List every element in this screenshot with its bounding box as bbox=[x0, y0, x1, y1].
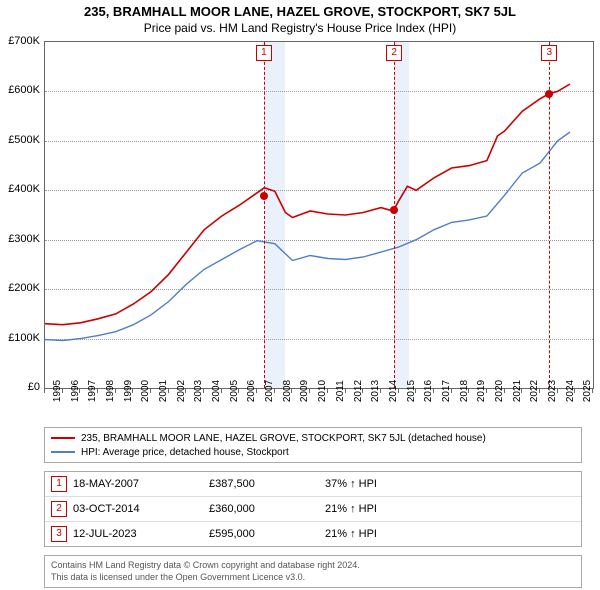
sale-marker bbox=[545, 90, 553, 98]
sale-row: 3 12-JUL-2023 £595,000 21% ↑ HPI bbox=[45, 521, 581, 546]
sale-index: 1 bbox=[51, 476, 67, 492]
x-tick-label: 2000 bbox=[132, 380, 151, 402]
legend-swatch bbox=[51, 451, 75, 453]
callout-marker: 1 bbox=[256, 45, 272, 61]
x-tick-label: 2026 bbox=[592, 380, 600, 402]
x-axis: 1995199619971998199920002001200220032004… bbox=[44, 389, 594, 411]
chart: 1 2 3 199519961997199819992000200120022003… bbox=[44, 41, 594, 411]
x-tick-label: 2003 bbox=[185, 380, 204, 402]
y-tick-label: £400K bbox=[8, 183, 44, 195]
legend-item: 235, BRAMHALL MOOR LANE, HAZEL GROVE, ST… bbox=[51, 431, 575, 445]
y-tick-label: £0 bbox=[28, 381, 44, 393]
callout-marker: 3 bbox=[541, 45, 557, 61]
x-tick-label: 2020 bbox=[486, 380, 505, 402]
legend-label: HPI: Average price, detached house, Stoc… bbox=[81, 447, 289, 458]
sale-vs-hpi: 37% ↑ HPI bbox=[325, 478, 575, 490]
sale-marker bbox=[390, 206, 398, 214]
x-tick-label: 2013 bbox=[362, 380, 381, 402]
y-tick-label: £200K bbox=[8, 282, 44, 294]
sale-vs-hpi: 21% ↑ HPI bbox=[325, 503, 575, 515]
x-tick-label: 2024 bbox=[557, 380, 576, 402]
x-tick-label: 1995 bbox=[44, 380, 63, 402]
attribution: Contains HM Land Registry data © Crown c… bbox=[44, 555, 582, 588]
sale-date: 03-OCT-2014 bbox=[73, 503, 203, 515]
x-tick-label: 2019 bbox=[468, 380, 487, 402]
x-tick-label: 1996 bbox=[62, 380, 81, 402]
y-tick-label: £500K bbox=[8, 134, 44, 146]
sale-row: 2 03-OCT-2014 £360,000 21% ↑ HPI bbox=[45, 496, 581, 521]
sale-index: 2 bbox=[51, 501, 67, 517]
chart-container: 235, BRAMHALL MOOR LANE, HAZEL GROVE, ST… bbox=[0, 0, 600, 590]
x-tick-label: 2009 bbox=[291, 380, 310, 402]
y-tick-label: £100K bbox=[8, 332, 44, 344]
title-main: 235, BRAMHALL MOOR LANE, HAZEL GROVE, ST… bbox=[0, 4, 600, 19]
callout-marker: 2 bbox=[386, 45, 402, 61]
sale-price: £595,000 bbox=[209, 528, 319, 540]
x-tick-label: 2015 bbox=[398, 380, 417, 402]
x-tick-label: 2016 bbox=[415, 380, 434, 402]
sale-marker bbox=[260, 192, 268, 200]
x-tick-label: 2010 bbox=[309, 380, 328, 402]
y-tick-label: £300K bbox=[8, 233, 44, 245]
line-canvas bbox=[45, 42, 593, 388]
sale-price: £360,000 bbox=[209, 503, 319, 515]
sale-date: 18-MAY-2007 bbox=[73, 478, 203, 490]
legend-label: 235, BRAMHALL MOOR LANE, HAZEL GROVE, ST… bbox=[81, 433, 486, 444]
x-tick-label: 2017 bbox=[433, 380, 452, 402]
x-tick-label: 2023 bbox=[539, 380, 558, 402]
x-tick-label: 1997 bbox=[79, 380, 98, 402]
x-tick-label: 2002 bbox=[168, 380, 187, 402]
x-tick-label: 2005 bbox=[221, 380, 240, 402]
sales-table: 1 18-MAY-2007 £387,500 37% ↑ HPI 2 03-OCT-201… bbox=[44, 471, 582, 547]
x-tick-label: 1999 bbox=[115, 380, 134, 402]
plot-area: 1 2 3 bbox=[44, 41, 594, 389]
legend: 235, BRAMHALL MOOR LANE, HAZEL GROVE, ST… bbox=[44, 427, 582, 463]
x-tick-label: 2022 bbox=[521, 380, 540, 402]
x-tick-label: 2012 bbox=[345, 380, 364, 402]
y-tick-label: £700K bbox=[8, 35, 44, 47]
sale-price: £387,500 bbox=[209, 478, 319, 490]
titles: 235, BRAMHALL MOOR LANE, HAZEL GROVE, ST… bbox=[0, 0, 600, 35]
x-tick-label: 2025 bbox=[574, 380, 593, 402]
attribution-line: Contains HM Land Registry data © Crown c… bbox=[51, 560, 575, 572]
x-tick-label: 2004 bbox=[203, 380, 222, 402]
callout-line bbox=[394, 42, 395, 388]
legend-swatch bbox=[51, 437, 75, 439]
sale-date: 12-JUL-2023 bbox=[73, 528, 203, 540]
callout-line bbox=[264, 42, 265, 388]
x-tick-label: 2006 bbox=[238, 380, 257, 402]
y-tick-label: £600K bbox=[8, 84, 44, 96]
x-tick-label: 2008 bbox=[274, 380, 293, 402]
legend-item: HPI: Average price, detached house, Stoc… bbox=[51, 445, 575, 459]
x-tick-label: 2011 bbox=[327, 380, 346, 402]
x-tick-label: 1998 bbox=[97, 380, 116, 402]
sale-vs-hpi: 21% ↑ HPI bbox=[325, 528, 575, 540]
series-line bbox=[45, 84, 570, 325]
sale-row: 1 18-MAY-2007 £387,500 37% ↑ HPI bbox=[45, 472, 581, 496]
x-tick-label: 2001 bbox=[150, 380, 169, 402]
x-tick-label: 2007 bbox=[256, 380, 275, 402]
attribution-line: This data is licensed under the Open Gov… bbox=[51, 572, 575, 584]
x-tick-label: 2014 bbox=[380, 380, 399, 402]
title-sub: Price paid vs. HM Land Registry's House … bbox=[0, 21, 600, 35]
x-tick-label: 2018 bbox=[451, 380, 470, 402]
sale-index: 3 bbox=[51, 526, 67, 542]
x-tick-label: 2021 bbox=[504, 380, 523, 402]
